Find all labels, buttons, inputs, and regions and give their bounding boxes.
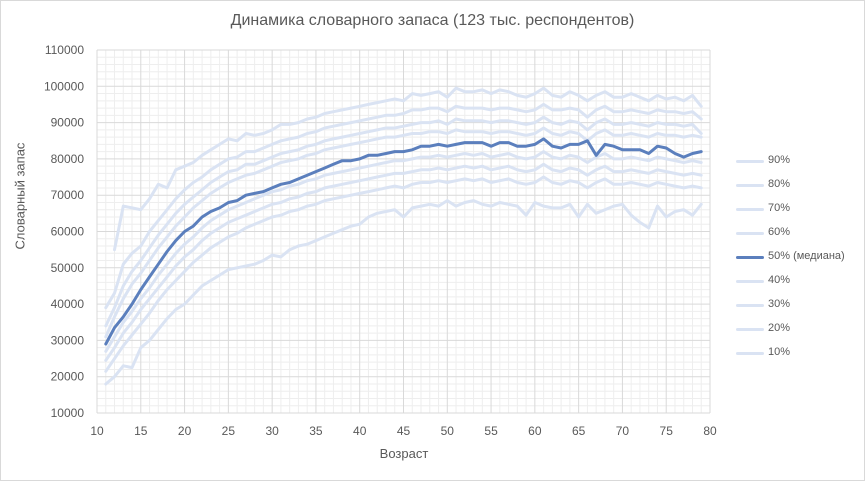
x-tick-label: 30 [265,424,279,438]
legend: 90% 80% 70% 60% 50% (медиана) 40% 30% 20% 10% [736,152,861,368]
x-tick-label: 15 [134,424,148,438]
legend-label: 60% [768,226,791,238]
legend-swatch [736,256,764,259]
x-tick-label: 20 [178,424,192,438]
series-line-90pct [113,86,703,252]
series-line-80pct [104,102,703,310]
x-tick-label: 10 [90,424,104,438]
x-tick-label: 60 [528,424,542,438]
y-tick-label: 40000 [51,297,85,311]
y-tick-label: 60000 [51,225,85,239]
legend-item: 70% [736,200,861,224]
y-tick-label: 100000 [44,79,84,93]
legend-item: 90% [736,152,861,176]
legend-swatch [736,232,764,235]
x-tick-label: 50 [441,424,455,438]
y-tick-label: 90000 [51,116,85,130]
x-axis-label: Возраст [379,446,429,461]
legend-swatch [736,352,764,355]
series-line-30pct [104,162,703,362]
x-tick-label: 75 [660,424,674,438]
legend-swatch [736,160,764,163]
legend-label: 50% (медиана) [768,250,845,262]
series-line-10pct [104,199,703,386]
legend-swatch [736,328,764,331]
y-tick-label: 50000 [51,261,85,275]
x-tick-label: 35 [309,424,323,438]
legend-label: 80% [768,178,791,190]
series-line-60pct [104,126,703,339]
series-line-70pct [104,115,703,328]
y-tick-label: 30000 [51,333,85,347]
y-tick-label: 20000 [51,370,85,384]
legend-label: 30% [768,298,791,310]
legend-item: 30% [736,296,861,320]
y-tick-label: 80000 [51,152,85,166]
y-tick-label: 70000 [51,188,85,202]
legend-label: 70% [768,202,791,214]
legend-item: 80% [736,176,861,200]
legend-item: 10% [736,344,861,368]
chart-title: Динамика словарного запаса (123 тыс. рес… [230,12,635,29]
series-line-40pct [104,150,703,353]
legend-label: 40% [768,274,791,286]
legend-label: 20% [768,322,791,334]
x-tick-label: 25 [222,424,236,438]
x-tick-label: 55 [484,424,498,438]
x-tick-label: 70 [616,424,630,438]
legend-swatch [736,280,764,283]
legend-swatch [736,184,764,187]
legend-label: 10% [768,346,791,358]
legend-item: 20% [736,320,861,344]
y-tick-label: 110000 [45,43,84,57]
x-tick-label: 45 [397,424,411,438]
legend-label: 90% [768,154,791,166]
legend-item: 60% [736,224,861,248]
legend-swatch [736,304,764,307]
series-line-20pct [104,175,703,373]
x-tick-label: 40 [353,424,367,438]
series-line-median [104,137,703,346]
legend-item: 50% (медиана) [736,248,861,272]
x-tick-label: 65 [572,424,586,438]
x-tick-label: 80 [703,424,717,438]
legend-item: 40% [736,272,861,296]
legend-swatch [736,208,764,211]
y-tick-label: 10000 [51,406,85,420]
